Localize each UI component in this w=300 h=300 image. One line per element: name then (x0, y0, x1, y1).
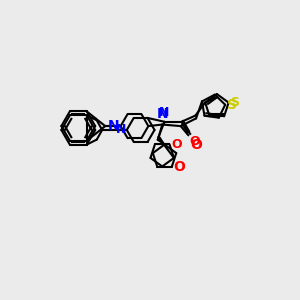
Text: N: N (159, 106, 170, 119)
Text: O: O (191, 138, 203, 152)
Text: N: N (156, 107, 168, 121)
Text: N: N (108, 119, 120, 133)
Text: N: N (116, 123, 126, 136)
Text: S: S (227, 98, 237, 112)
Text: O: O (189, 135, 200, 148)
Text: O: O (171, 138, 181, 151)
Text: S: S (230, 96, 239, 109)
Polygon shape (157, 137, 164, 145)
Text: O: O (173, 160, 185, 174)
